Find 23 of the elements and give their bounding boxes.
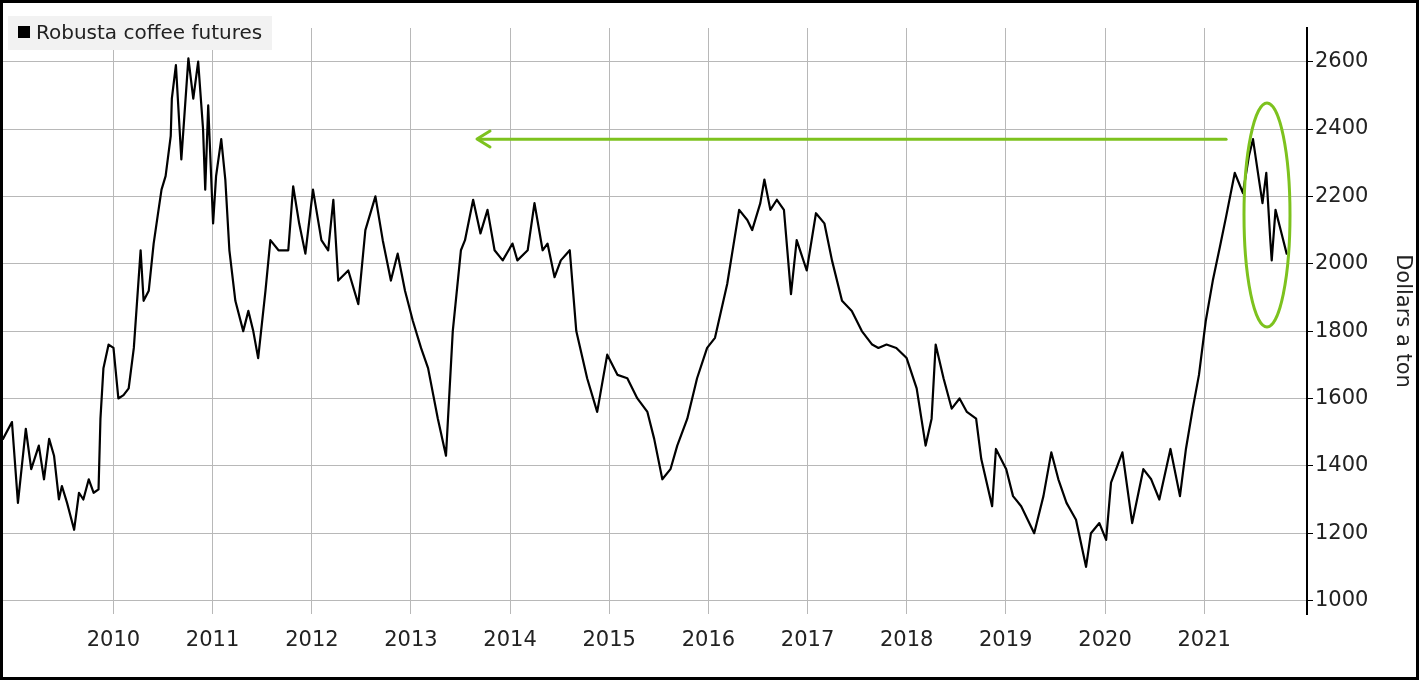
y-tick-label: 2400 <box>1315 115 1369 140</box>
y-tick-label: 1600 <box>1315 384 1369 409</box>
y-tick-label: 2000 <box>1315 250 1369 275</box>
y-tick-label: 1000 <box>1315 586 1369 611</box>
x-tick-label: 2010 <box>86 627 141 652</box>
x-tick-label: 2014 <box>483 627 537 652</box>
x-tick-label: 2012 <box>285 627 339 652</box>
x-tick-label: 2016 <box>681 627 736 652</box>
x-tick-label: 2011 <box>185 627 240 652</box>
x-tick-label: 2020 <box>1078 627 1132 652</box>
x-tick-label: 2015 <box>582 627 636 652</box>
x-tick-label: 2019 <box>978 627 1033 652</box>
legend-label: Robusta coffee futures <box>36 20 263 44</box>
y-tick-label: 2600 <box>1315 48 1369 73</box>
y-tick-label: 1400 <box>1315 452 1369 477</box>
y-tick-label: 1200 <box>1315 519 1369 544</box>
y-tick-label: 1800 <box>1315 317 1369 342</box>
y-axis-title: Dollars a ton <box>1391 254 1416 388</box>
x-tick-label: 2013 <box>384 627 438 652</box>
y-tick-label: 2200 <box>1315 182 1369 207</box>
x-tick-label: 2017 <box>780 627 835 652</box>
x-tick-label: 2021 <box>1177 627 1231 652</box>
x-tick-label: 2018 <box>879 627 934 652</box>
